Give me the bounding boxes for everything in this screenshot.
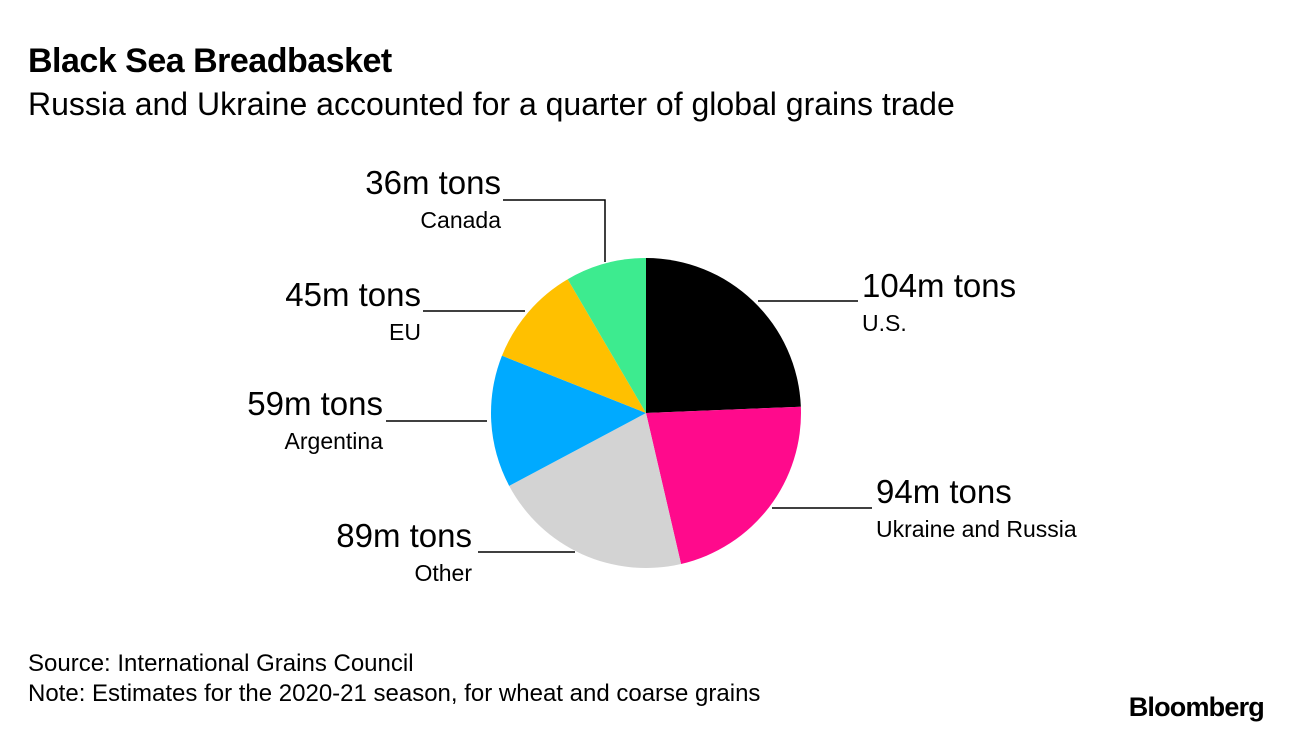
pie-labels: 104m tons U.S. 94m tons Ukraine and Russia 8… <box>247 164 1077 586</box>
pie-chart: 104m tons U.S. 94m tons Ukraine and Russia 8… <box>247 164 1077 586</box>
category-label-ukraine-and-russia: Ukraine and Russia <box>876 516 1077 542</box>
value-label-canada: 36m tons <box>365 164 501 201</box>
value-label-argentina: 59m tons <box>247 385 383 422</box>
category-label-u-s: U.S. <box>862 310 907 336</box>
pie-slice-argentina <box>490 355 646 486</box>
value-label-eu: 45m tons <box>285 276 421 313</box>
pie-slice-eu <box>501 279 646 413</box>
footnote: Note: Estimates for the 2020-21 season, … <box>28 680 761 707</box>
source-note: Source: International Grains Council <box>28 650 414 677</box>
leader-line-canada <box>503 199 606 262</box>
pie-slice-ukraine-and-russia <box>646 406 801 564</box>
pie-slices <box>490 258 801 569</box>
category-label-canada: Canada <box>420 207 501 233</box>
pie-slice-other <box>509 413 682 569</box>
chart-subtitle: Russia and Ukraine accounted for a quart… <box>28 86 955 122</box>
value-label-other: 89m tons <box>336 517 472 554</box>
pie-slice-u-s <box>646 258 801 413</box>
value-label-u-s: 104m tons <box>862 267 1016 304</box>
bloomberg-logo: Bloomberg <box>1128 692 1265 722</box>
value-label-ukraine-and-russia: 94m tons <box>876 473 1012 510</box>
category-label-other: Other <box>414 560 472 586</box>
pie-slice-canada <box>567 258 646 413</box>
category-label-eu: EU <box>389 319 421 345</box>
chart-title: Black Sea Breadbasket <box>28 42 392 80</box>
category-label-argentina: Argentina <box>285 428 384 454</box>
